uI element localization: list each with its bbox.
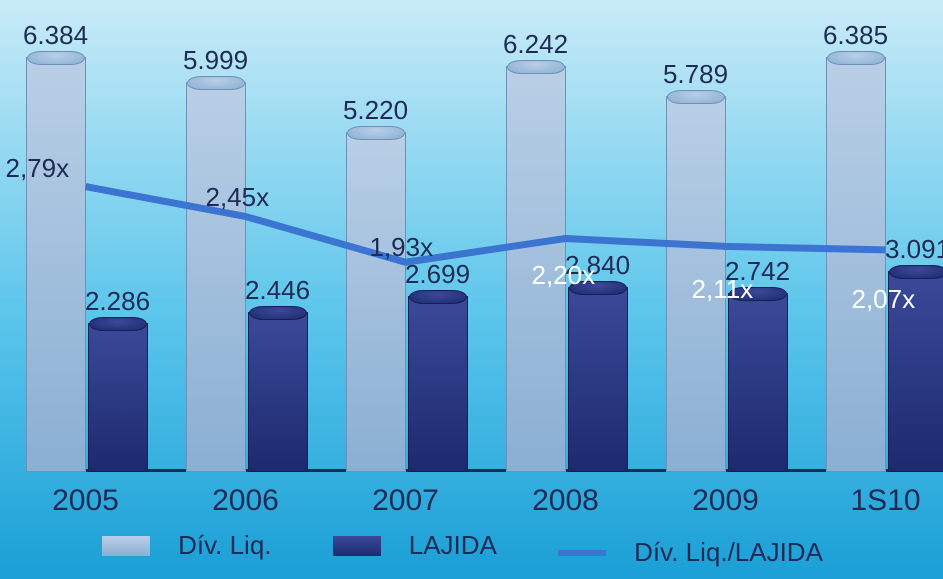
ratio-label: 2,07x (852, 284, 916, 315)
swatch-div-liq (102, 536, 150, 556)
category-label: 2007 (336, 484, 476, 518)
legend-item-ratio: Dív. Liq./LAJIDA (558, 537, 841, 568)
ratio-label: 2,45x (206, 182, 270, 213)
swatch-ratio (558, 550, 606, 556)
category-label: 2005 (16, 484, 156, 518)
legend: Dív. Liq. LAJIDA Dív. Liq./LAJIDA (0, 530, 943, 568)
plot-area: 6.3842.2865.9992.4465.2202.6996.2422.840… (58, 18, 913, 472)
ratio-label: 2,79x (6, 153, 70, 184)
legend-item-lajida: LAJIDA (333, 530, 515, 561)
category-label: 2009 (656, 484, 796, 518)
swatch-lajida (333, 536, 381, 556)
ratio-label: 2,20x (532, 260, 596, 291)
ratio-label: 1,93x (370, 232, 434, 263)
category-label: 2006 (176, 484, 316, 518)
legend-label: Dív. Liq./LAJIDA (634, 537, 823, 568)
legend-label: LAJIDA (409, 530, 497, 561)
ratio-label: 2,11x (692, 274, 754, 305)
ratio-line (58, 18, 913, 472)
category-label: 2008 (496, 484, 636, 518)
category-label: 1S10 (816, 484, 943, 518)
debt-lajida-chart: 6.3842.2865.9992.4465.2202.6996.2422.840… (0, 0, 943, 579)
legend-label: Dív. Liq. (178, 530, 271, 561)
legend-item-div-liq: Dív. Liq. (102, 530, 289, 561)
